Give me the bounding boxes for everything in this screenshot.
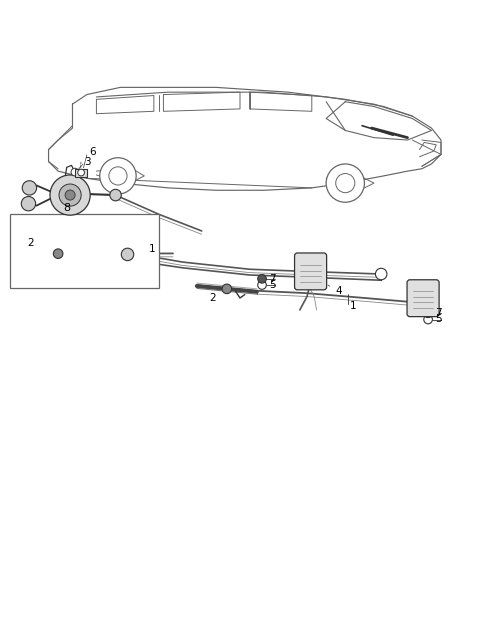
Circle shape [424,315,432,324]
Text: 3: 3 [84,157,91,167]
Circle shape [303,266,316,279]
Text: 7: 7 [435,308,442,318]
Circle shape [375,268,387,280]
Text: 2: 2 [209,293,216,303]
Circle shape [50,175,90,215]
Circle shape [22,181,36,195]
Text: 2: 2 [27,238,34,248]
Circle shape [121,248,134,261]
Text: 4: 4 [336,286,342,296]
Circle shape [336,174,355,193]
Circle shape [100,158,136,194]
Circle shape [65,190,75,200]
Circle shape [414,296,425,307]
Text: 7: 7 [269,274,276,284]
Circle shape [258,281,266,289]
Circle shape [21,197,36,211]
Text: 8: 8 [63,203,70,213]
Circle shape [71,168,79,176]
Circle shape [258,275,266,283]
Bar [10,214,158,288]
Circle shape [53,249,63,259]
Circle shape [78,169,84,176]
Circle shape [222,284,232,294]
Text: 5: 5 [269,280,276,290]
Circle shape [59,184,81,206]
Text: 6: 6 [89,147,96,157]
Circle shape [326,164,364,202]
FancyBboxPatch shape [295,253,326,290]
Circle shape [110,189,121,201]
FancyBboxPatch shape [407,280,439,317]
Circle shape [109,167,127,185]
Circle shape [424,309,432,318]
Bar [75,169,87,178]
Text: 1: 1 [149,243,156,254]
Text: 5: 5 [435,314,442,325]
Text: 1: 1 [350,301,357,311]
